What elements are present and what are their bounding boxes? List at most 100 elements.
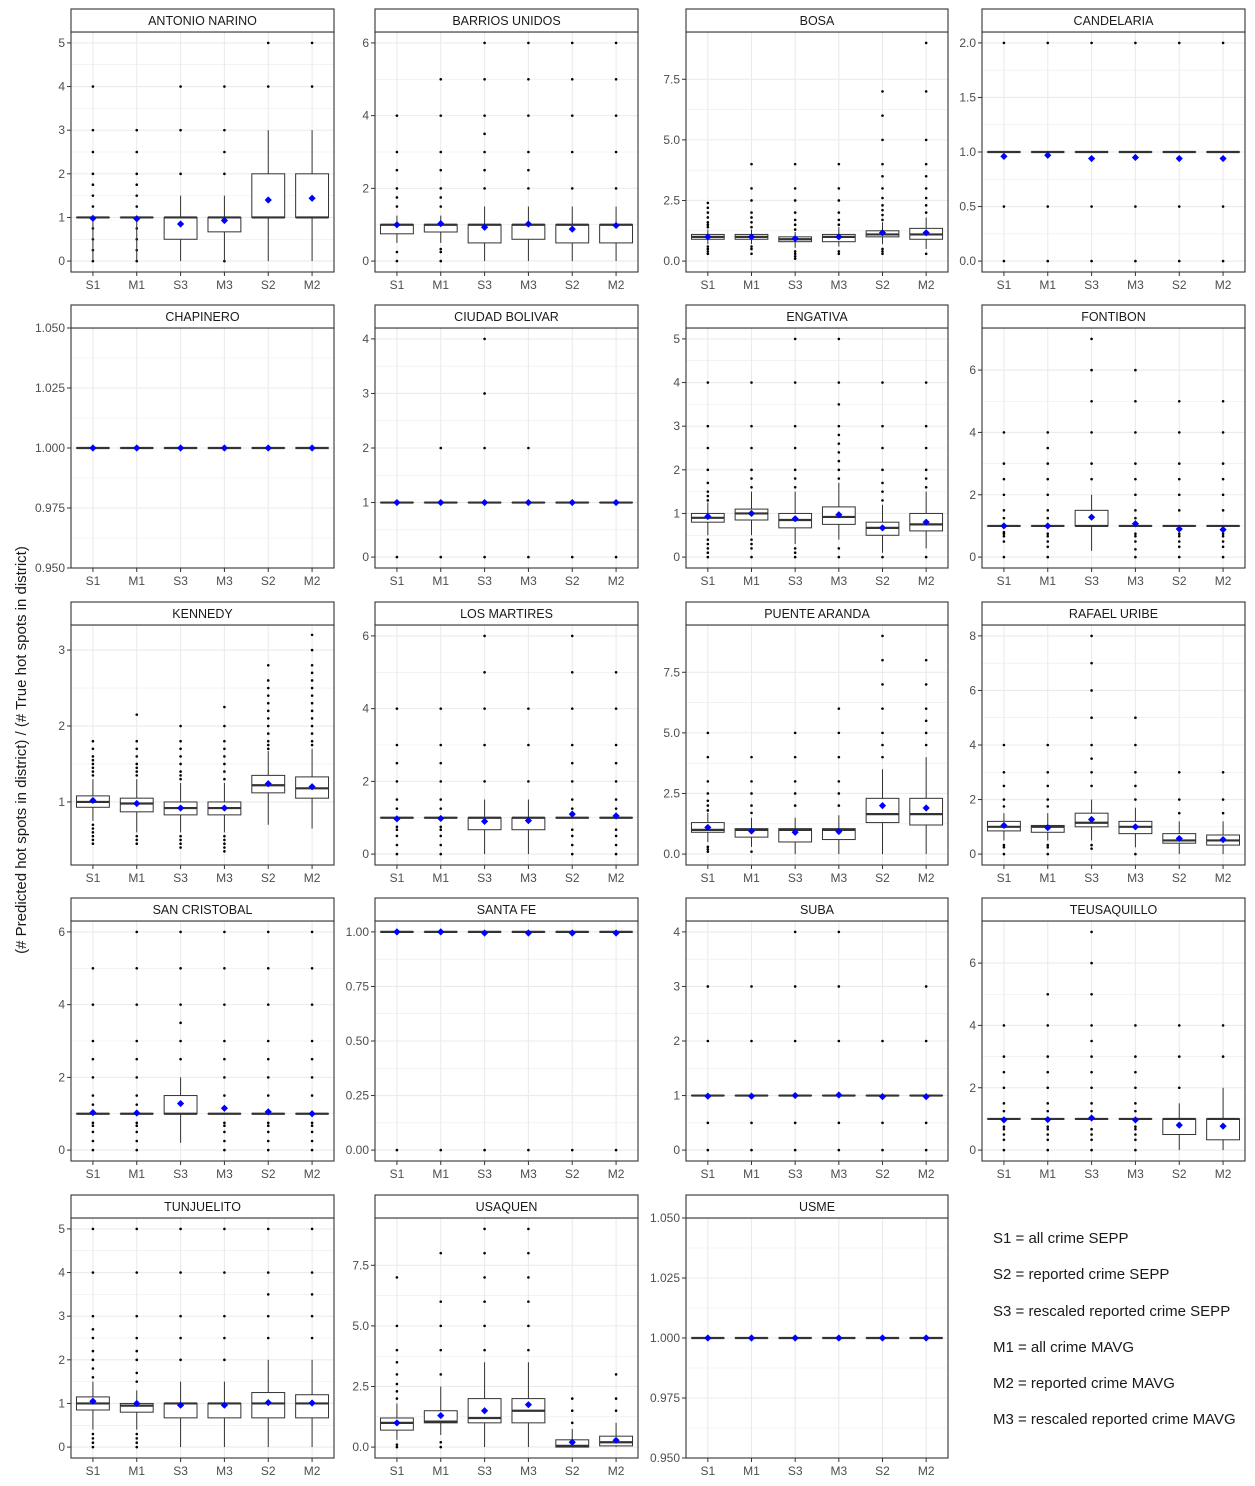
outlier-point [396, 1373, 399, 1376]
outlier-point [483, 1149, 486, 1152]
outlier-point [615, 78, 618, 81]
outlier-point [1003, 535, 1006, 538]
outlier-point [311, 931, 314, 934]
outlier-point [881, 187, 884, 190]
outlier-point [1178, 535, 1181, 538]
outlier-point [1046, 462, 1049, 465]
outlier-point [223, 1271, 226, 1274]
outlier-point [135, 1140, 138, 1143]
outlier-point [838, 792, 841, 795]
outlier-point [439, 744, 442, 747]
outlier-point [396, 828, 399, 831]
outlier-point [881, 683, 884, 686]
outlier-point [135, 740, 138, 743]
outlier-point [439, 798, 442, 801]
y-tick-label: 6 [969, 683, 976, 697]
x-tick-label: M2 [1215, 278, 1232, 292]
outlier-point [223, 778, 226, 781]
outlier-point [1046, 771, 1049, 774]
x-tick-label: M1 [432, 278, 449, 292]
outlier-point [1090, 478, 1093, 481]
outlier-point [838, 163, 841, 166]
outlier-point [396, 762, 399, 765]
outlier-point [135, 774, 138, 777]
outlier-point [439, 807, 442, 810]
outlier-point [707, 1149, 710, 1152]
legend-item-m1: M1 = all crime MAVG [993, 1337, 1255, 1373]
outlier-point [925, 381, 928, 384]
outlier-point [179, 173, 182, 176]
outlier-point [311, 717, 314, 720]
outlier-point [615, 835, 618, 838]
outlier-point [92, 1367, 95, 1370]
outlier-point [267, 1040, 270, 1043]
outlier-point [1222, 535, 1225, 538]
outlier-point [483, 671, 486, 674]
y-tick-label: 2 [969, 793, 976, 807]
outlier-point [571, 744, 574, 747]
outlier-point [1134, 517, 1137, 520]
outlier-point [1178, 812, 1181, 815]
outlier-point [925, 683, 928, 686]
y-tick-label: 2 [58, 719, 65, 733]
outlier-point [1046, 42, 1049, 45]
outlier-point [179, 967, 182, 970]
outlier-point [439, 248, 442, 251]
outlier-point [571, 1422, 574, 1425]
y-tick-label: 6 [969, 363, 976, 377]
outlier-point [92, 823, 95, 826]
outlier-point [1134, 853, 1137, 856]
outlier-point [794, 732, 797, 735]
outlier-point [571, 671, 574, 674]
y-tick-label: 1 [673, 506, 680, 520]
outlier-point [1134, 1086, 1137, 1089]
y-tick-label: 0.0 [959, 254, 976, 268]
x-tick-label: S2 [1172, 574, 1187, 588]
y-tick-label: 0.975 [650, 1391, 680, 1405]
outlier-point [750, 226, 753, 229]
outlier-point [1003, 771, 1006, 774]
outlier-point [571, 707, 574, 710]
outlier-point [311, 1337, 314, 1340]
outlier-point [527, 1349, 530, 1352]
x-tick-label: M2 [304, 278, 321, 292]
outlier-point [483, 556, 486, 559]
outlier-point [1003, 853, 1006, 856]
outlier-point [838, 985, 841, 988]
outlier-point [1090, 1071, 1093, 1074]
outlier-point [571, 187, 574, 190]
outlier-point [750, 248, 753, 251]
outlier-point [881, 204, 884, 207]
x-tick-label: M1 [1039, 871, 1056, 885]
outlier-point [750, 187, 753, 190]
outlier-point [1222, 556, 1225, 559]
outlier-point [135, 763, 138, 766]
outlier-point [838, 707, 841, 710]
x-tick-label: S1 [700, 278, 715, 292]
x-tick-label: M1 [128, 1167, 145, 1181]
x-tick-label: M3 [216, 278, 233, 292]
outlier-point [179, 770, 182, 773]
x-tick-label: M3 [830, 871, 847, 885]
outlier-point [1134, 1102, 1137, 1105]
outlier-point [92, 763, 95, 766]
outlier-point [707, 211, 710, 214]
outlier-point [527, 42, 530, 45]
outlier-point [707, 551, 710, 554]
outlier-point [396, 1361, 399, 1364]
outlier-point [92, 831, 95, 834]
outlier-point [1134, 1139, 1137, 1142]
outlier-point [925, 187, 928, 190]
panel-background [71, 625, 334, 865]
outlier-point [615, 853, 618, 856]
outlier-point [92, 1437, 95, 1440]
x-tick-label: S2 [261, 1167, 276, 1181]
outlier-point [1178, 260, 1181, 263]
outlier-point [925, 486, 928, 489]
outlier-point [311, 649, 314, 652]
outlier-point [925, 477, 928, 480]
outlier-point [1222, 798, 1225, 801]
outlier-point [1178, 205, 1181, 208]
outlier-point [439, 780, 442, 783]
outlier-point [135, 1437, 138, 1440]
